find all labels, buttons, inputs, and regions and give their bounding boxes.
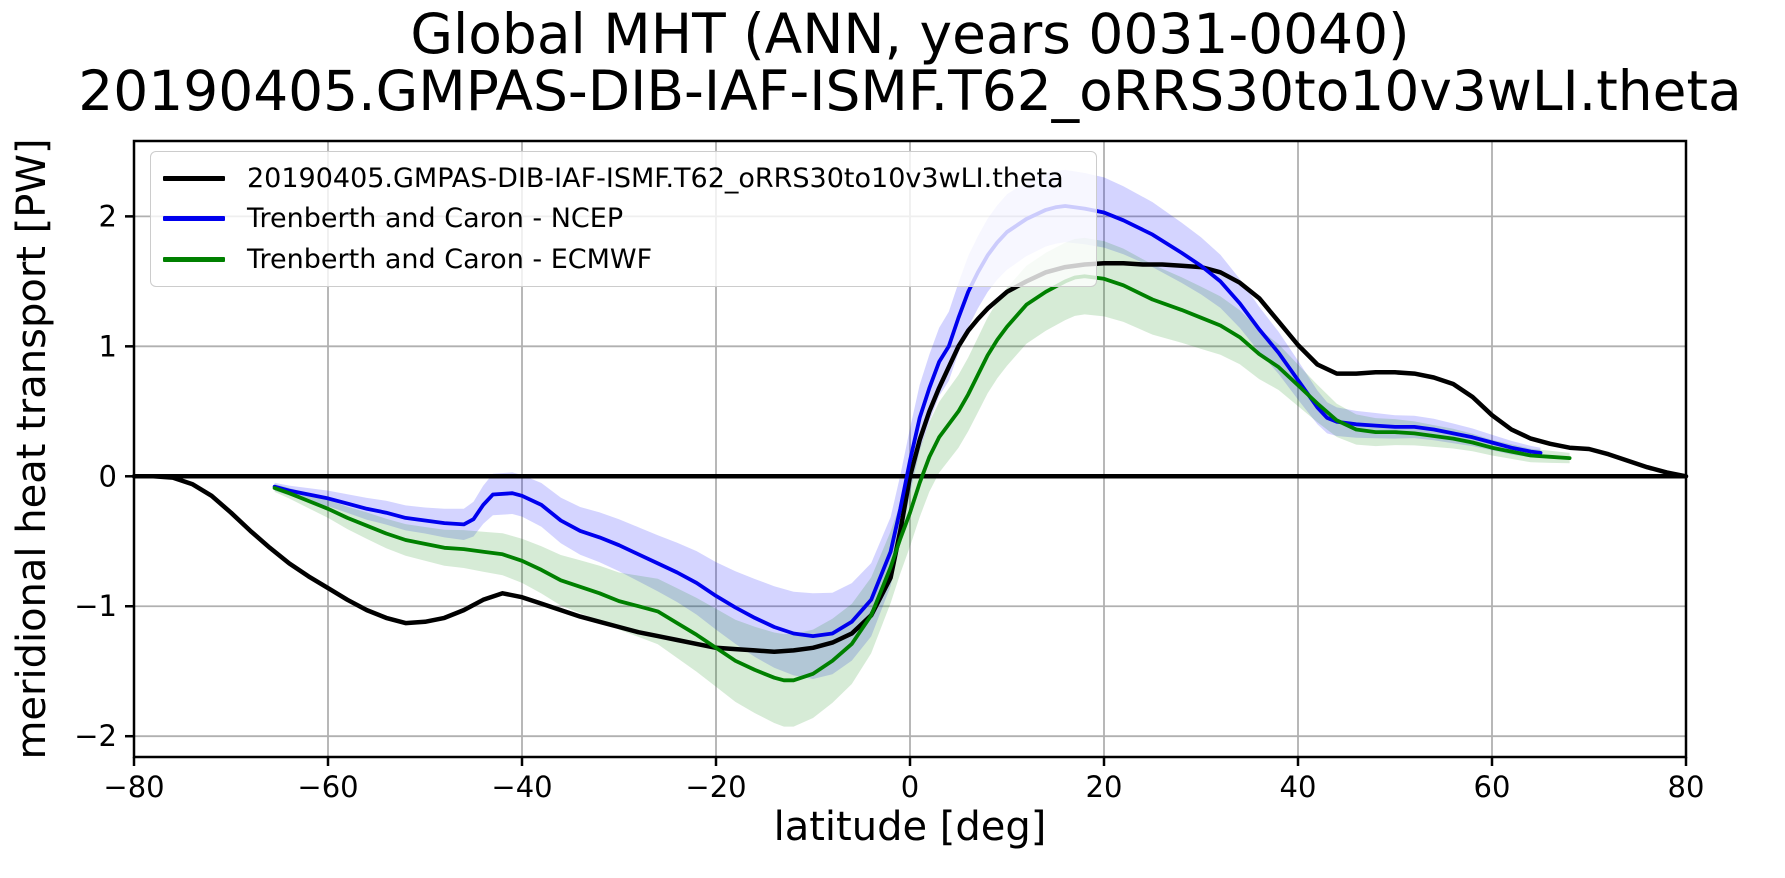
legend-line-sample — [163, 216, 225, 222]
x-tick-label: 0 — [901, 770, 919, 804]
x-tick-label: 80 — [1668, 770, 1705, 804]
line-series-2 — [272, 274, 1572, 683]
x-tick-label: −60 — [297, 770, 358, 804]
y-tick-label: −1 — [74, 589, 117, 623]
band-series-1 — [274, 169, 1541, 679]
x-tick-label: 40 — [1280, 770, 1317, 804]
legend: 20190405.GMPAS-DIB-IAF-ISMF.T62_oRRS30to… — [150, 151, 1097, 287]
x-axis-label: latitude [deg] — [773, 804, 1047, 850]
legend-entry-ncep: Trenberth and Caron - NCEP — [163, 199, 1086, 239]
x-tick-label: −80 — [103, 770, 164, 804]
legend-entry-model: 20190405.GMPAS-DIB-IAF-ISMF.T62_oRRS30to… — [163, 158, 1086, 198]
x-tick-label: −40 — [491, 770, 552, 804]
line-series-0 — [131, 260, 1689, 654]
y-axis-label: meridional heat transport [PW] — [9, 138, 55, 760]
y-tick-label: 2 — [99, 199, 117, 233]
plot-frame — [132, 139, 1688, 759]
x-tick-label: 60 — [1474, 770, 1511, 804]
legend-line-sample — [163, 257, 225, 263]
legend-entry-ecmwf: Trenberth and Caron - ECMWF — [163, 240, 1086, 280]
x-tick-label: −20 — [685, 770, 746, 804]
legend-label: Trenberth and Caron - NCEP — [247, 203, 624, 235]
y-tick-label: 0 — [99, 459, 117, 493]
chart-subtitle: 20190405.GMPAS-DIB-IAF-ISMF.T62_oRRS30to… — [78, 59, 1742, 123]
y-tick-label: −2 — [74, 719, 117, 753]
x-tick-label: 20 — [1086, 770, 1123, 804]
y-tick-label: 1 — [99, 329, 117, 363]
ticks: −80 −60 −40 −20 0 20 40 60 80 −2 −1 0 1 2 — [74, 199, 1704, 804]
legend-label: Trenberth and Caron - ECMWF — [247, 244, 653, 276]
chart-title: Global MHT (ANN, years 0031-0040) — [410, 2, 1410, 66]
legend-label: 20190405.GMPAS-DIB-IAF-ISMF.T62_oRRS30to… — [247, 162, 1064, 194]
line-series-1 — [272, 204, 1543, 638]
legend-line-sample — [163, 175, 225, 181]
band-series-2 — [274, 237, 1570, 727]
